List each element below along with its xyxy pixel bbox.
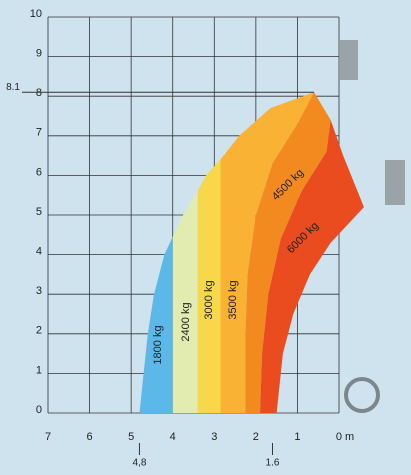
y-tick-label: 5	[36, 206, 42, 218]
x-tick-label: 7	[45, 431, 51, 443]
zone-label: 1800 kg	[152, 325, 164, 364]
x-tick-label: 5	[128, 431, 134, 443]
chart: 1800 kg2400 kg3000 kg3500 kg4500 kg6000 …	[0, 0, 411, 475]
x-tick-label: 1	[294, 431, 300, 443]
load-icon	[340, 40, 358, 80]
y-tick-label: 6	[36, 166, 42, 178]
extra-x-label: 4,8	[133, 458, 147, 469]
y-tick-label: 4	[36, 246, 42, 258]
load-icon	[385, 160, 405, 205]
x-tick-label: 2	[253, 431, 259, 443]
zone-label: 3500 kg	[227, 280, 239, 319]
y-tick-label: 1	[36, 364, 42, 376]
x-tick-label: 6	[87, 431, 93, 443]
y-tick-label: 9	[36, 48, 42, 60]
zone-label: 3000 kg	[203, 280, 215, 319]
extra-x-label: 1.6	[266, 458, 280, 469]
x-tick-label: 3	[211, 431, 217, 443]
extra-y-label: 8.1	[6, 82, 20, 93]
x-tick-label: 0 m	[336, 431, 354, 443]
y-tick-label: 2	[36, 325, 42, 337]
y-tick-label: 7	[36, 127, 42, 139]
zone-label: 2400 kg	[180, 302, 192, 341]
x-tick-label: 4	[170, 431, 176, 443]
y-tick-label: 0	[36, 404, 42, 416]
y-tick-label: 3	[36, 285, 42, 297]
y-tick-label: 8	[36, 87, 42, 99]
y-tick-label: 10	[30, 8, 42, 20]
